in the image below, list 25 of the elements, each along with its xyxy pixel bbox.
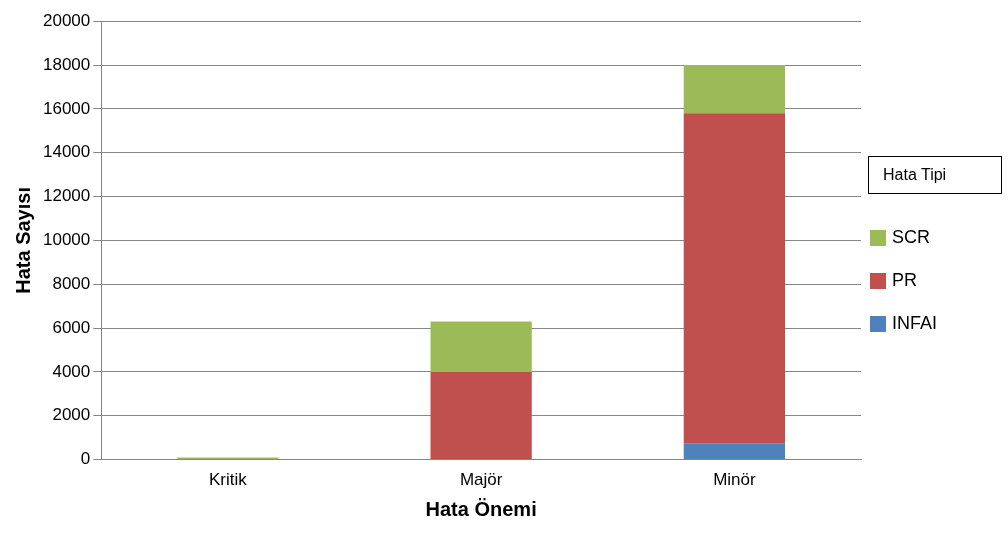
legend-label: INFAI [892, 313, 938, 334]
y-tick-label: 4000 [52, 361, 91, 381]
x-tick-label: Kritik [209, 470, 248, 490]
y-tick-label: 8000 [52, 273, 91, 293]
legend-label: PR [892, 270, 918, 291]
y-tick-label: 16000 [42, 98, 91, 118]
x-tick-label: Majör [459, 470, 503, 490]
y-tick-label: 6000 [52, 317, 91, 337]
legend-title: Hata Tipi [868, 156, 1002, 194]
y-tick-label: 14000 [42, 142, 91, 162]
bar [430, 371, 532, 460]
bar [683, 65, 786, 114]
bar [683, 443, 786, 460]
legend-label: SCR [892, 227, 931, 248]
x-axis-title: Hata Önemi [425, 497, 537, 520]
x-tick-label: Minör [713, 470, 756, 490]
y-tick-label: 18000 [42, 54, 91, 74]
y-tick-label: 12000 [42, 186, 91, 206]
y-tick-label: 20000 [42, 10, 91, 30]
y-tick-label: 10000 [42, 230, 91, 250]
y-tick-label: 0 [80, 449, 91, 469]
y-tick-label: 2000 [52, 405, 91, 425]
bar [683, 113, 786, 444]
bar [430, 321, 532, 372]
y-axis-title: Hata Sayısı [11, 187, 34, 294]
